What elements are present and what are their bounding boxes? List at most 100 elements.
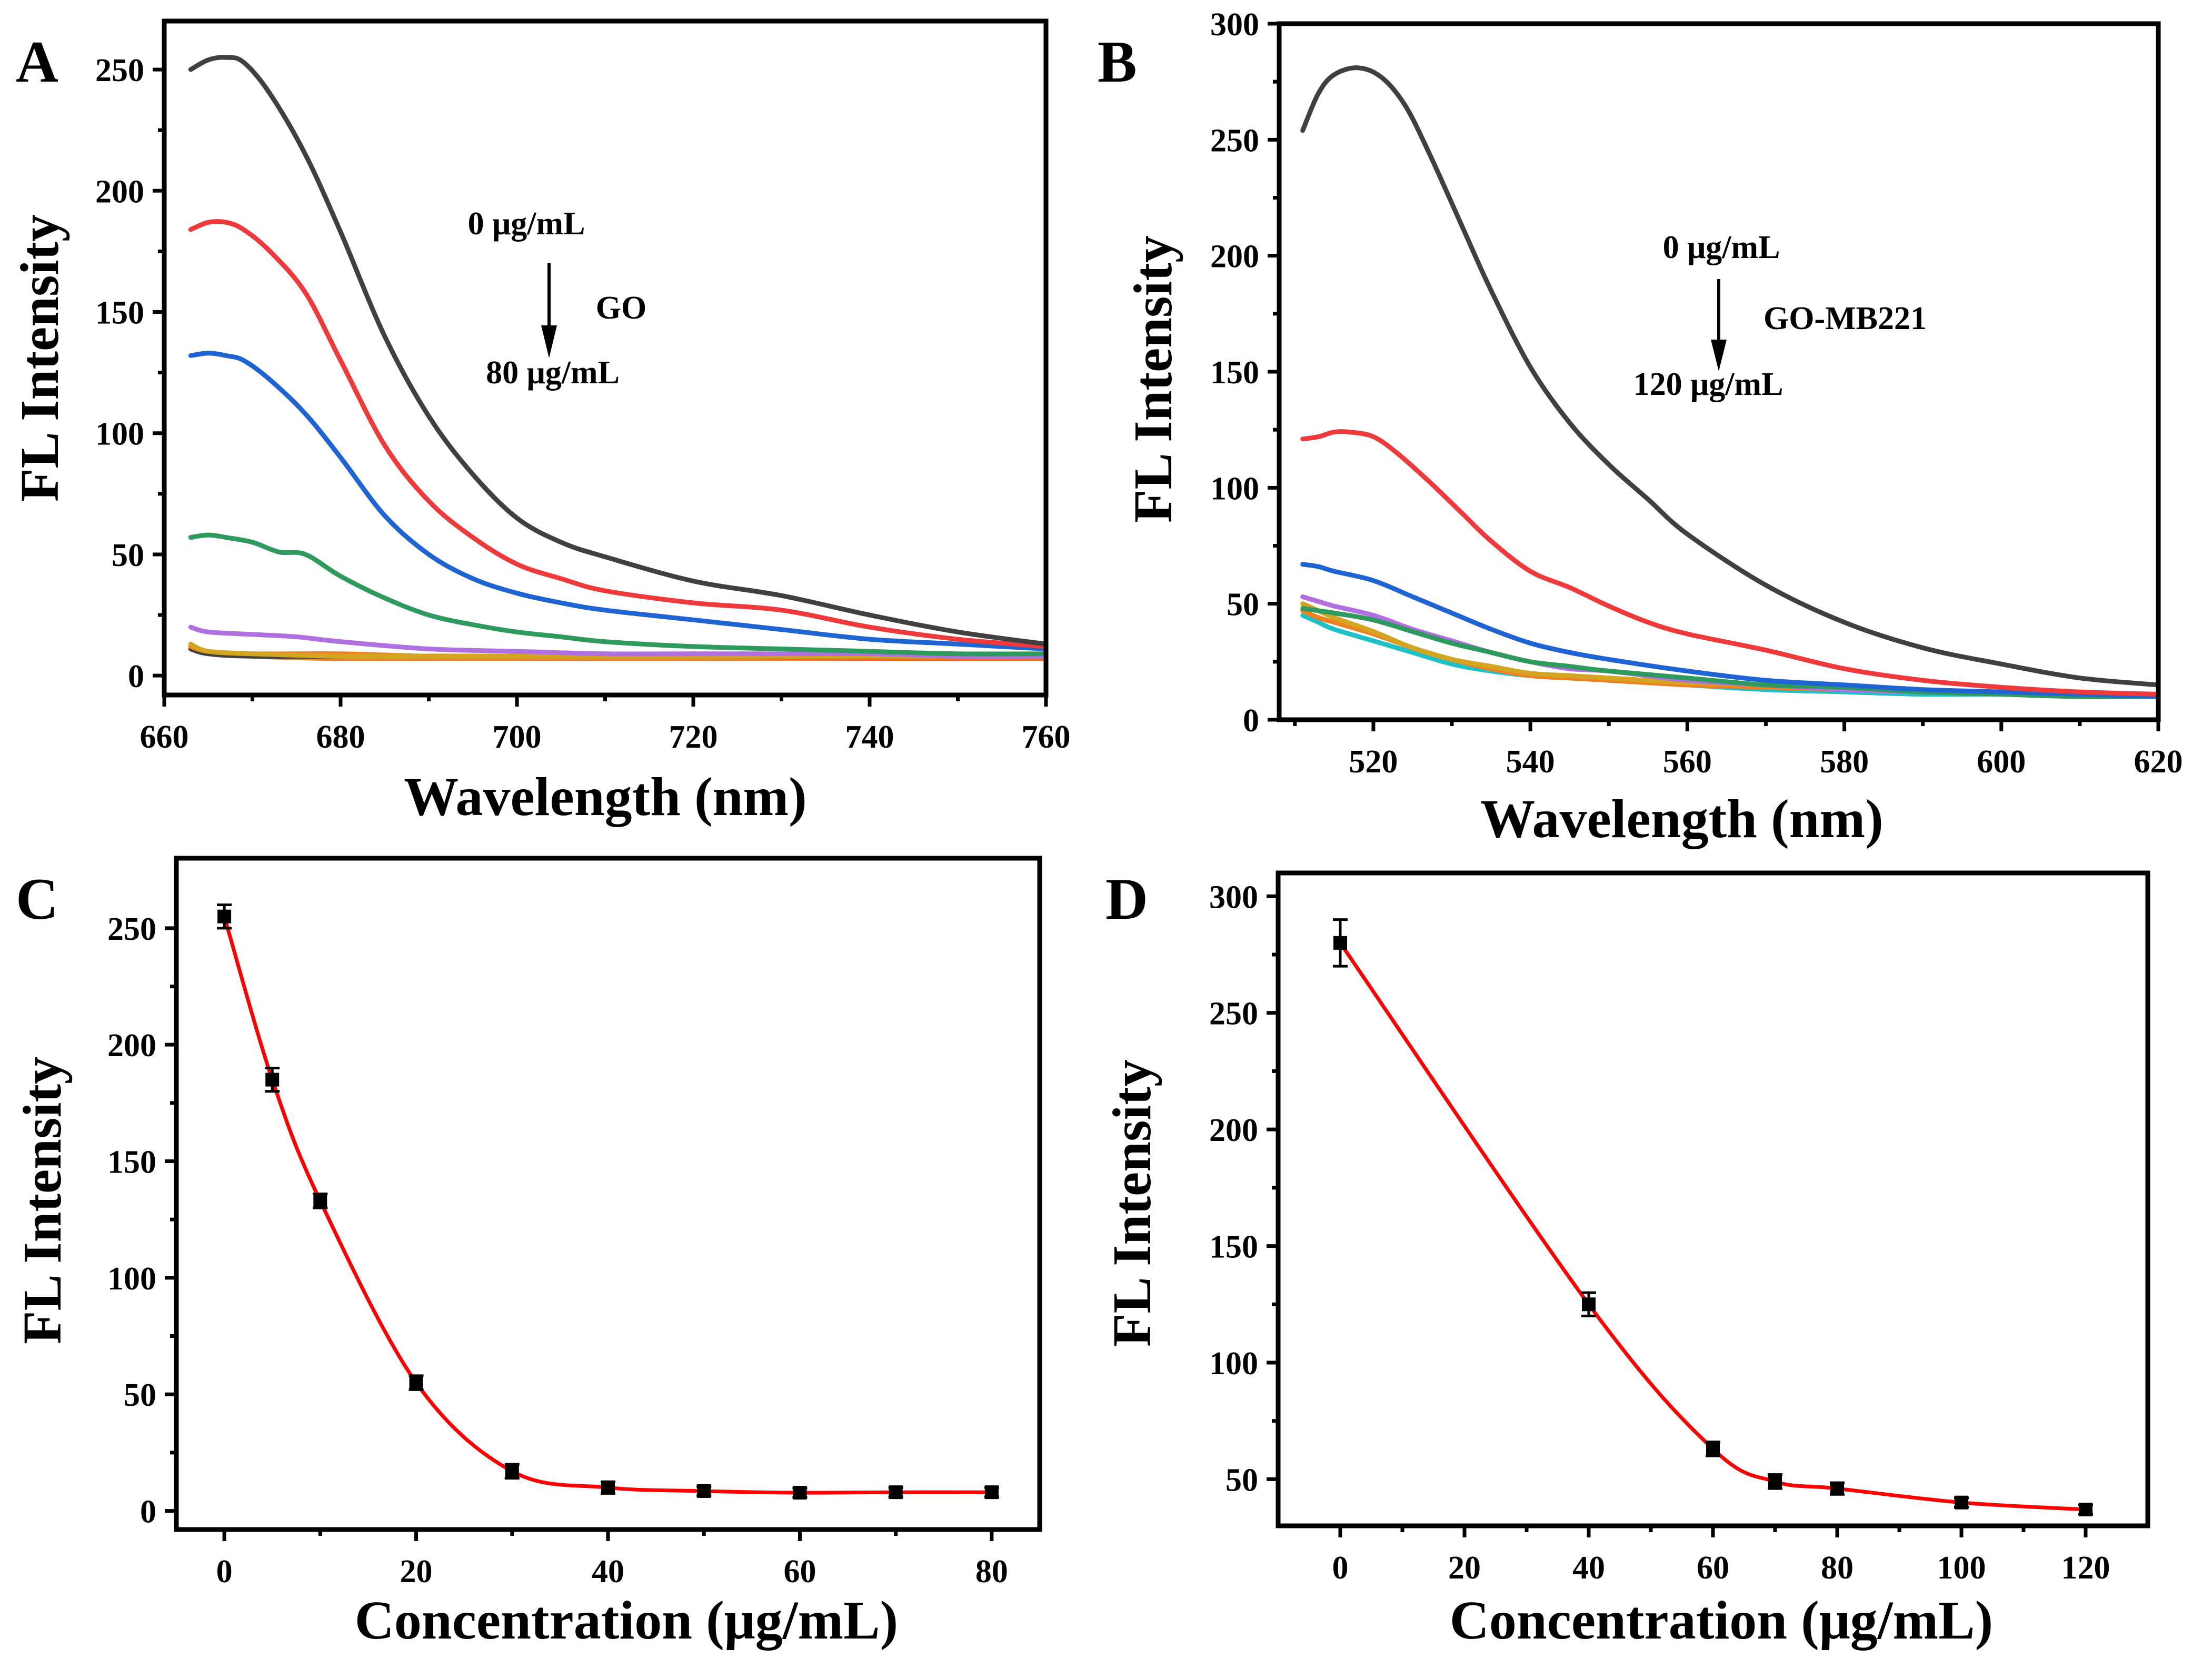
panel-b-y-tick-label: 50 (1227, 587, 1259, 623)
panel-c-x-tick-label: 60 (783, 1554, 816, 1590)
panel-c-y-tick-label: 200 (107, 1028, 156, 1064)
panel-b-x-axis-title: Wavelength (nm) (1480, 789, 1884, 849)
panel-d-y-tick-label: 50 (1225, 1462, 1258, 1498)
panel-a-plot-frame (162, 18, 1049, 698)
panel-a-x-axis-title: Wavelength (nm) (404, 767, 807, 827)
panel-c-data-point (313, 1194, 327, 1208)
panel-a-y-tick-label: 150 (95, 295, 144, 331)
panel-a-x-tick-label: 740 (845, 719, 894, 755)
panel-a: A 660 680 700 720 740 760 0 50 100 150 200 250 Wave… (9, 18, 1071, 827)
panel-b-y-tick-label: 100 (1210, 471, 1259, 507)
panel-letter-d: D (1105, 867, 1148, 932)
panel-a-series-line (188, 641, 1046, 659)
panel-d-x-tick-label: 20 (1448, 1550, 1481, 1586)
panel-b-annotation-start: 0 μg/mL (1663, 230, 1780, 265)
panel-d-y-tick-label: 250 (1209, 996, 1258, 1032)
panel-letter-a: A (16, 29, 58, 95)
panel-b-y-tick-label: 200 (1210, 239, 1259, 275)
panel-c-x-axis-title: Concentration (μg/mL) (355, 1590, 898, 1651)
panel-d-data-point (1955, 1495, 1968, 1510)
panel-b-y-tick-label: 300 (1210, 7, 1259, 43)
panel-b-series-line (1300, 562, 2158, 699)
panel-d: D 0 20 40 60 80 100 120 50 100 150 200 250 300 Conce… (1102, 867, 2150, 1651)
panel-c-data-point (984, 1485, 999, 1500)
panel-letter-c: C (16, 867, 58, 932)
panel-b-decrease-arrow-head (1711, 340, 1727, 371)
panel-a-y-tick-label: 50 (112, 538, 144, 573)
panel-a-x-tick-label: 720 (669, 719, 718, 755)
panel-a-y-tick-label: 200 (95, 174, 144, 210)
panel-b-y-axis-title: FL Intensity (1123, 235, 1183, 523)
panel-d-data-point (1333, 936, 1347, 950)
panel-d-data-point (1830, 1482, 1844, 1496)
panel-c-data-point (505, 1464, 519, 1478)
panel-c-data-point (409, 1376, 423, 1390)
panel-d-data-point (1706, 1442, 1720, 1456)
panel-c-data-point (601, 1481, 615, 1495)
panel-b-x-tick-label: 520 (1349, 744, 1398, 780)
panel-a-series-line (188, 55, 1046, 647)
panel-c-data-point (217, 909, 232, 924)
panel-a-annotation-start: 0 μg/mL (468, 206, 585, 242)
panel-c-y-tick-label: 150 (107, 1145, 156, 1180)
panel-b-series-line (1300, 429, 2158, 697)
panel-letter-b: B (1098, 29, 1137, 95)
panel-d-x-tick-label: 40 (1572, 1550, 1605, 1586)
panel-b-x-tick-label: 560 (1663, 744, 1712, 780)
panel-b-y-tick-label: 0 (1243, 703, 1259, 739)
panel-b: B 520 540 560 580 600 620 0 50 100 150 200 250 300 W… (1098, 7, 2183, 849)
panel-d-y-tick-label: 200 (1209, 1113, 1258, 1148)
panel-a-annotation-end: 80 μg/mL (486, 355, 620, 391)
panel-b-y-tick-label: 150 (1210, 355, 1259, 391)
panel-a-x-tick-label: 700 (493, 719, 542, 755)
panel-c-data-point (697, 1484, 711, 1498)
panel-b-annotation-material: GO-MB221 (1763, 301, 1927, 336)
panel-d-data-point (2079, 1503, 2093, 1516)
panel-c-x-tick-label: 20 (400, 1554, 433, 1590)
panel-b-annotation-end: 120 μg/mL (1633, 366, 1783, 402)
panel-b-x-tick-label: 580 (1820, 744, 1869, 780)
panel-a-series-line (188, 532, 1046, 657)
panel-b-y-tick-label: 250 (1210, 123, 1259, 158)
panel-a-y-tick-label: 100 (95, 416, 144, 452)
panel-d-x-tick-label: 0 (1332, 1550, 1349, 1586)
panel-c-x-tick-label: 40 (592, 1554, 624, 1590)
panel-c-y-tick-label: 50 (124, 1377, 156, 1413)
panel-b-x-tick-label: 600 (1977, 744, 2026, 780)
panel-a-x-tick-label: 660 (140, 719, 189, 755)
panel-b-plot-frame (1277, 21, 2161, 722)
panel-c-y-axis-title: FL Intensity (12, 1057, 73, 1344)
panel-d-y-axis-title: FL Intensity (1102, 1059, 1162, 1347)
panel-a-series-line (188, 351, 1046, 651)
panel-c-data-point (793, 1486, 807, 1500)
panel-c-plot-frame (174, 856, 1042, 1532)
panel-d-x-tick-label: 80 (1821, 1550, 1854, 1586)
panel-d-x-axis-title: Concentration (μg/mL) (1450, 1590, 1993, 1651)
panel-b-series (1300, 65, 2158, 699)
panel-b-x-tick-label: 540 (1506, 744, 1555, 780)
panel-a-series-line (188, 219, 1046, 649)
panel-c-series (217, 904, 999, 1500)
panel-d-y-tick-label: 150 (1209, 1229, 1258, 1265)
panel-a-x-tick-label: 760 (1022, 719, 1071, 755)
panel-b-ticks: 520 540 560 580 600 620 0 50 100 150 200 250 300 (1210, 7, 2183, 780)
panel-d-plot-frame (1276, 870, 2150, 1528)
panel-c-y-tick-label: 100 (107, 1261, 156, 1297)
panel-a-y-tick-label: 250 (95, 53, 144, 88)
panel-a-x-tick-label: 680 (316, 719, 365, 755)
panel-c-x-tick-label: 0 (216, 1554, 233, 1590)
panel-c-x-tick-label: 80 (975, 1554, 1008, 1590)
panel-d-data-point (1768, 1474, 1782, 1488)
panel-a-series (188, 55, 1046, 661)
panel-d-series (1333, 918, 2093, 1516)
panel-d-x-tick-label: 100 (1937, 1550, 1986, 1586)
panel-a-ticks: 660 680 700 720 740 760 0 50 100 150 200 250 (95, 53, 1071, 755)
panel-a-decrease-arrow-head (541, 325, 557, 358)
panel-d-ticks: 0 20 40 60 80 100 120 50 100 150 200 250 300 (1209, 879, 2110, 1586)
panel-a-y-tick-label: 0 (128, 659, 144, 694)
panel-c-data-point (889, 1485, 903, 1500)
panel-a-y-axis-title: FL Intensity (9, 214, 70, 502)
panel-d-data-point (1582, 1297, 1596, 1312)
panel-d-y-tick-label: 100 (1209, 1346, 1258, 1382)
